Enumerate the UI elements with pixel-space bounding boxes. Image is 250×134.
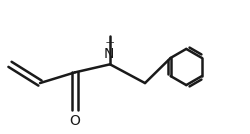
Text: O: O [70,114,80,128]
Text: N: N [104,47,114,61]
Text: —: — [106,38,114,47]
